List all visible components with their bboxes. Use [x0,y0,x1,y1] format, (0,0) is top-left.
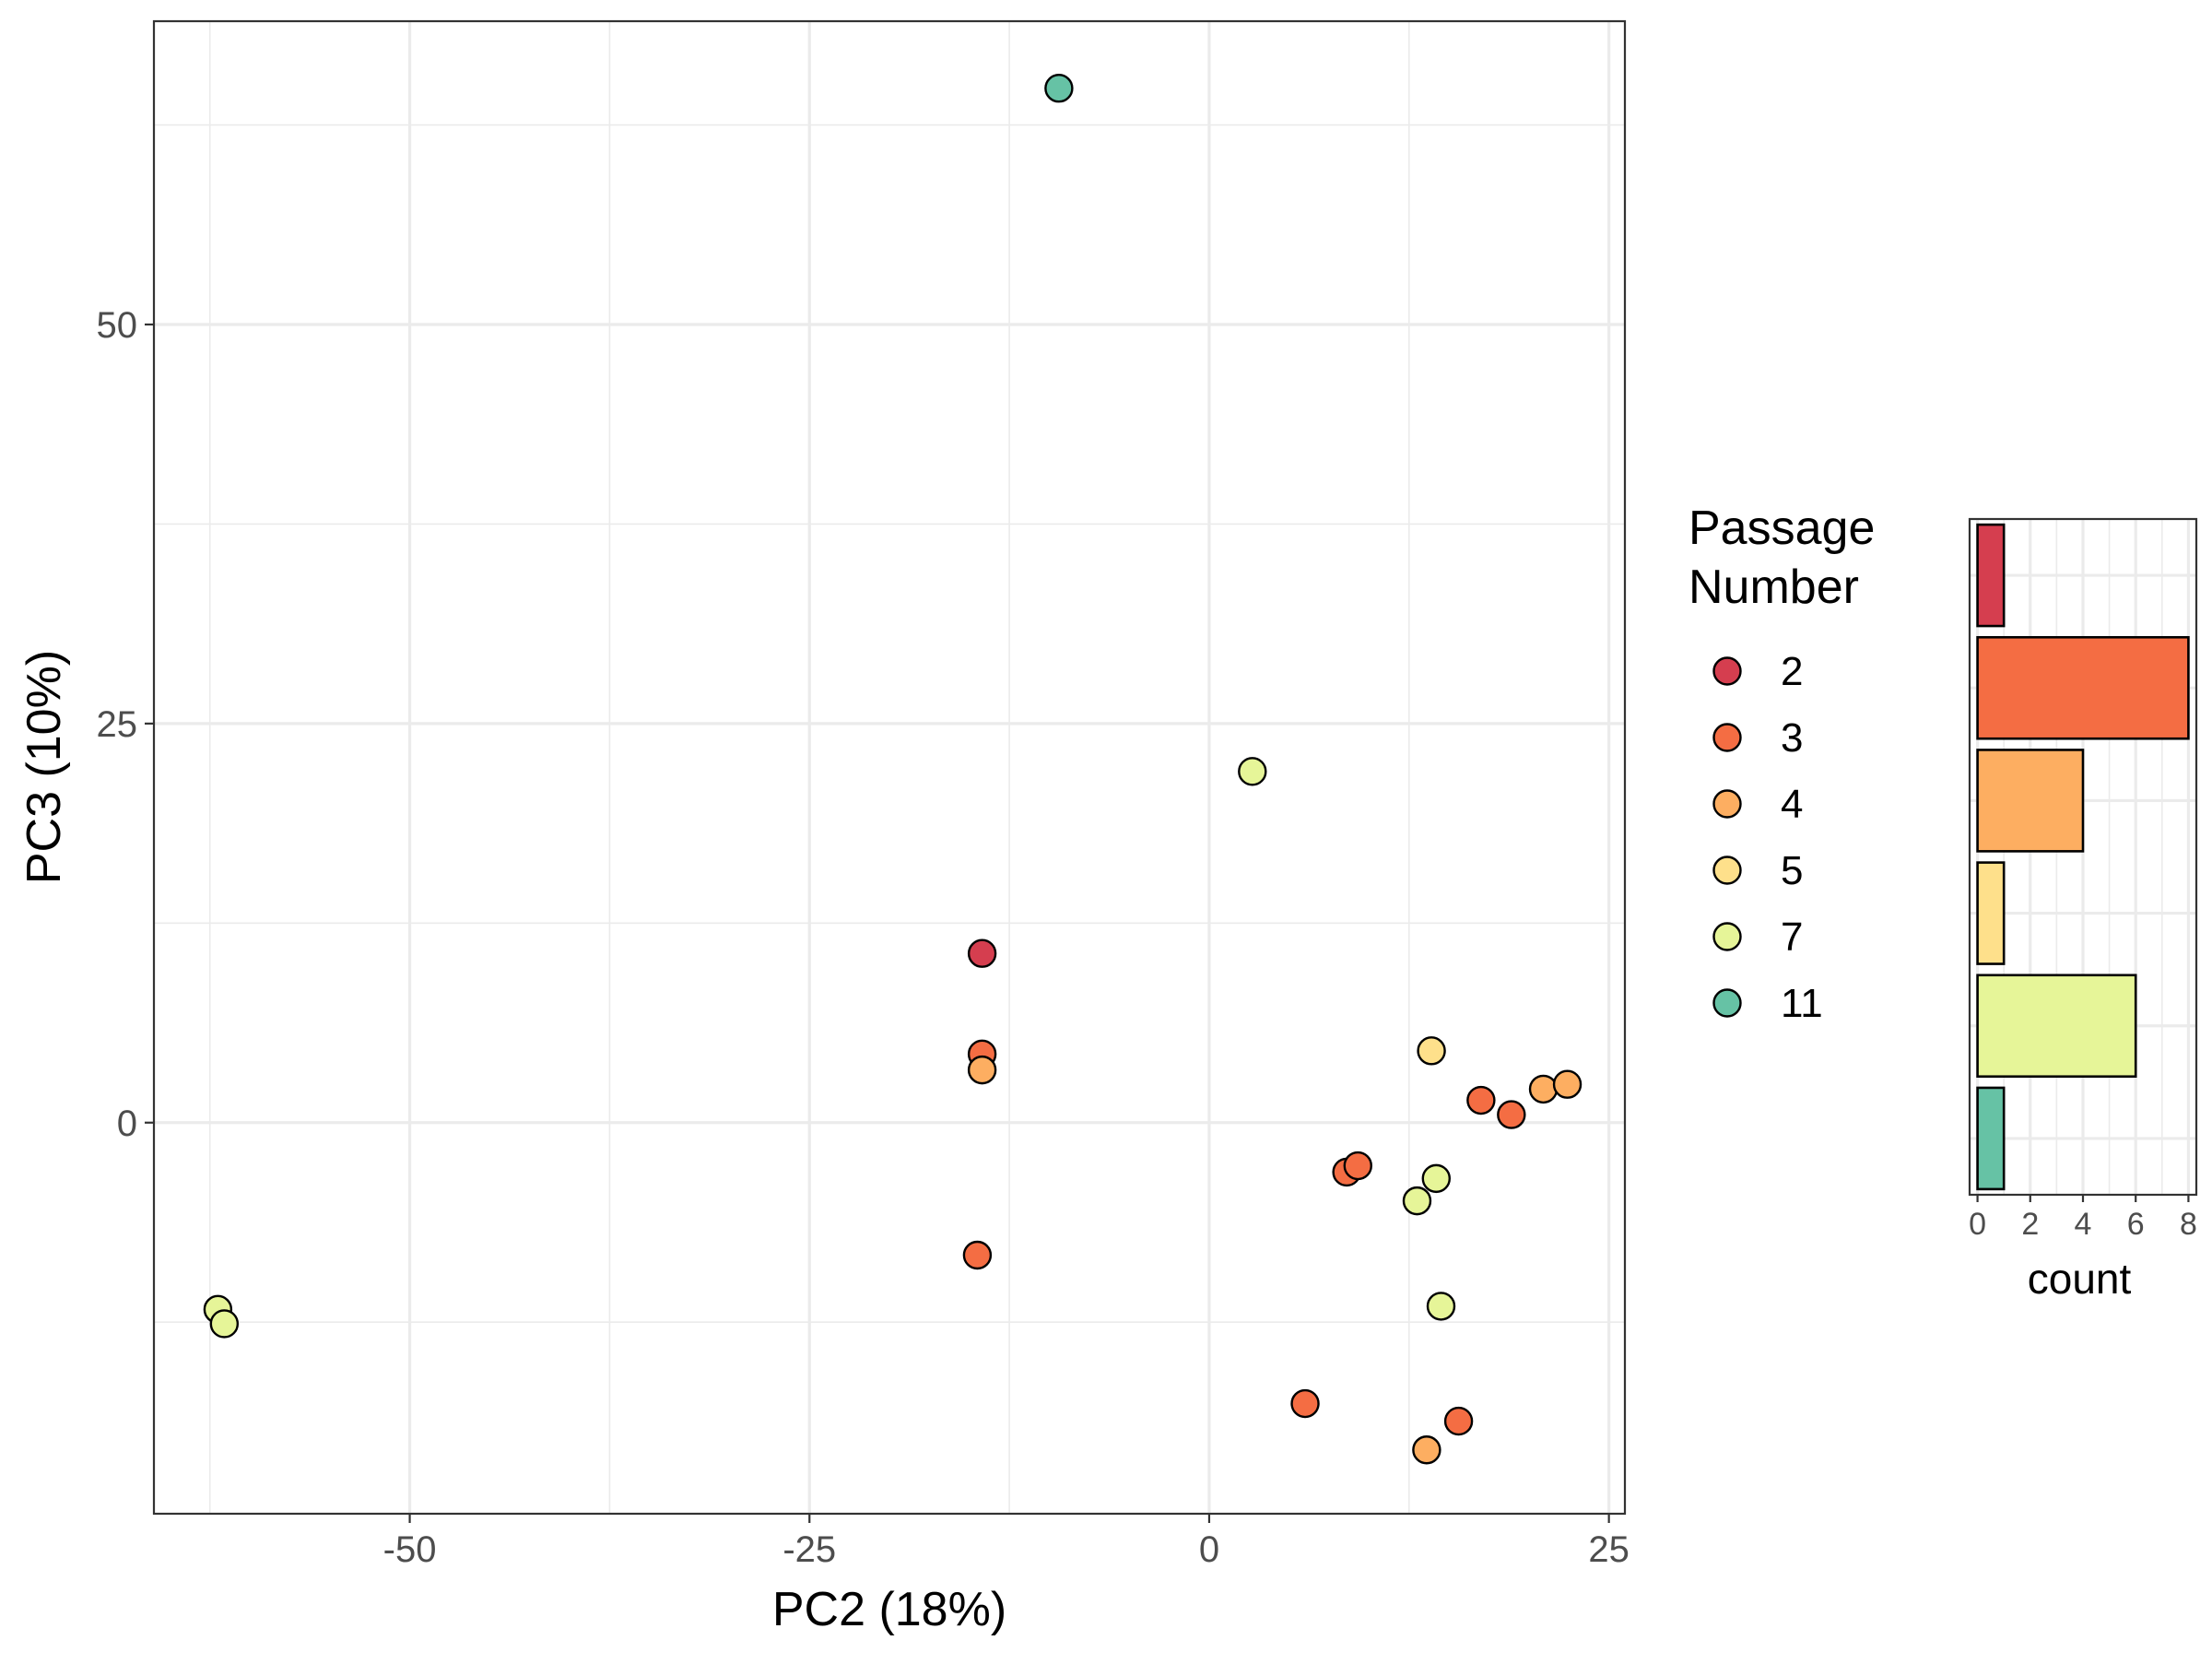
scatter-point-passage-3 [1466,1085,1496,1115]
histogram-bars [1976,523,2190,1191]
histogram-bar-passage-7 [1976,974,2137,1079]
scatter-point-passage-3 [1290,1388,1320,1419]
scatter-point-passage-3 [962,1240,993,1270]
scatter-panel-border [152,19,1627,1516]
legend-label-4: 4 [1781,782,1803,827]
hist-x-tick-label: 2 [2021,1207,2039,1242]
scatter-points [203,74,1583,1465]
hist-x-tick-label: 0 [1969,1207,1986,1242]
legend-title-line-2: Number [1688,561,1859,614]
x-tick-label: -50 [383,1529,437,1570]
histogram-bar-passage-5 [1976,861,2006,965]
histogram-bar-passage-3 [1976,635,2190,740]
legend-key-7 [1712,922,1742,951]
x-tick-label: -25 [782,1529,836,1570]
y-tick-label: 0 [117,1103,137,1144]
x-tick-label: 0 [1199,1529,1219,1570]
histogram-bar-passage-11 [1976,1086,2006,1191]
scatter-point-passage-2 [967,938,997,968]
legend-label-11: 11 [1781,981,1823,1026]
scatter-gridlines [154,21,1625,1514]
histogram-bar-passage-4 [1976,749,2085,853]
legend-title-line-1: Passage [1688,502,1875,555]
legend-key-3 [1712,723,1742,752]
legend-label-3: 3 [1781,715,1803,761]
y-axis-title: PC3 (10%) [18,650,71,884]
legend-label-2: 2 [1781,649,1803,694]
scatter-point-passage-4 [1552,1069,1583,1099]
scatter-point-passage-3 [1443,1406,1474,1436]
scatter-point-passage-4 [1528,1074,1559,1104]
scatter-point-passage-4 [1412,1435,1441,1465]
scatter-point-passage-11 [1044,74,1074,103]
histogram-bar-passage-2 [1976,523,2006,628]
hist-x-tick-label: 8 [2180,1207,2197,1242]
scatter-point-passage-7 [209,1309,240,1339]
scatter-panel: -50 -25 0 25 0 25 50 PC2 (18%) PC3 (10%) [18,19,1630,1636]
y-tick-label: 50 [97,305,138,346]
legend-key-5 [1712,856,1742,885]
legend: Passage Number 2 3 4 5 7 11 [1688,502,1875,1026]
legend-label-5: 5 [1781,848,1803,893]
y-axis-ticks: 0 25 50 [97,305,154,1144]
scatter-point-passage-7 [1402,1186,1432,1216]
hist-x-tick-label: 4 [2075,1207,2092,1242]
scatter-point-passage-7 [1426,1292,1456,1321]
x-axis-ticks: -50 -25 0 25 [383,1514,1630,1570]
scatter-point-passage-4 [967,1055,997,1085]
x-tick-label: 25 [1588,1529,1630,1570]
hist-x-tick-label: 6 [2127,1207,2145,1242]
scatter-point-passage-7 [1238,757,1267,786]
legend-key-4 [1712,789,1742,819]
legend-entries: 2 3 4 5 7 11 [1712,649,1823,1026]
scatter-point-passage-3 [1343,1151,1372,1181]
legend-key-2 [1712,656,1742,686]
scatter-point-passage-5 [1417,1036,1446,1066]
scatter-point-passage-3 [1497,1100,1526,1129]
histogram-x-axis-title: count [2028,1255,2132,1303]
legend-key-11 [1712,988,1742,1018]
legend-label-7: 7 [1781,915,1803,960]
scatter-point-passage-7 [1421,1163,1451,1194]
y-tick-label: 25 [97,704,138,745]
x-axis-title: PC2 (18%) [772,1583,1006,1636]
